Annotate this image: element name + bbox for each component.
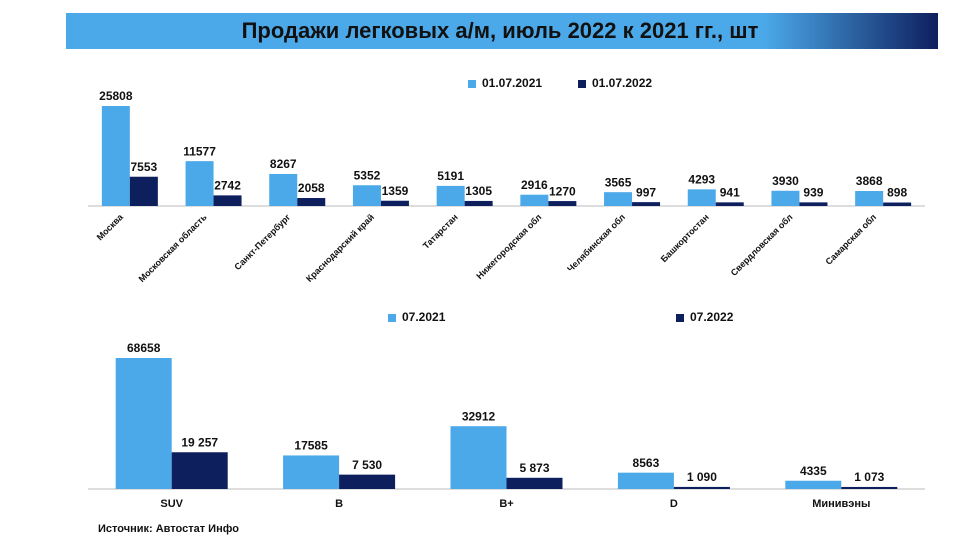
x-tick-label: Минивэны <box>812 498 870 510</box>
x-tick-label: Самарская обл <box>823 212 878 267</box>
bar <box>883 202 912 206</box>
value-label: 898 <box>887 186 907 200</box>
bar <box>436 185 465 206</box>
value-label: 939 <box>803 186 823 200</box>
legend-label: 01.07.2021 <box>482 76 542 90</box>
bar <box>548 201 577 206</box>
bar <box>785 480 842 489</box>
x-tick-label: B <box>335 498 343 510</box>
legend-label: 01.07.2022 <box>592 76 652 90</box>
bar <box>101 106 130 206</box>
value-label: 7553 <box>130 160 157 174</box>
value-label: 1 073 <box>854 470 884 484</box>
bar <box>799 202 828 206</box>
slide-title: Продажи легковых а/м, июль 2022 к 2021 г… <box>242 18 759 43</box>
x-tick-label: Московская область <box>137 212 209 284</box>
value-label: 17585 <box>294 439 328 453</box>
value-label: 5352 <box>354 168 381 182</box>
x-tick-label: Москва <box>95 211 126 242</box>
bar <box>380 200 409 206</box>
value-label: 1359 <box>382 184 409 198</box>
value-label: 32912 <box>462 409 496 423</box>
value-label: 5 873 <box>519 461 549 475</box>
value-label: 4335 <box>800 464 827 478</box>
x-tick-label: SUV <box>160 498 183 510</box>
value-label: 2742 <box>214 179 241 193</box>
x-tick-label: Краснодарский край <box>304 212 376 284</box>
value-label: 68658 <box>127 341 161 355</box>
bar <box>339 474 396 489</box>
x-tick-label: B+ <box>499 498 513 510</box>
title-banner <box>66 13 938 49</box>
value-label: 3868 <box>856 174 883 188</box>
legend-label: 07.2022 <box>690 310 734 324</box>
legend-swatch <box>578 80 586 88</box>
bar <box>673 486 730 489</box>
bar <box>269 173 298 206</box>
value-label: 19 257 <box>181 435 218 449</box>
value-label: 3930 <box>772 174 799 188</box>
value-label: 8563 <box>633 456 660 470</box>
x-tick-label: Санкт-Петербург <box>232 212 292 272</box>
value-label: 25808 <box>99 89 133 103</box>
bar <box>771 190 800 206</box>
value-label: 2058 <box>298 181 325 195</box>
bar <box>617 472 674 489</box>
value-label: 3565 <box>605 175 632 189</box>
value-label: 1 090 <box>687 470 717 484</box>
bar <box>464 200 493 206</box>
bar <box>171 452 228 489</box>
value-label: 1305 <box>465 184 492 198</box>
x-tick-label: Нижегородская обл <box>474 212 543 281</box>
x-tick-label: Челябинская обл <box>565 212 627 274</box>
x-tick-label: Татарстан <box>421 212 460 251</box>
legend-label: 07.2021 <box>402 310 446 324</box>
value-label: 997 <box>636 185 656 199</box>
bar <box>185 161 214 206</box>
value-label: 5191 <box>437 169 464 183</box>
source: Источник: Автостат Инфо <box>98 523 239 535</box>
bar <box>213 195 242 206</box>
legend-swatch <box>676 314 684 322</box>
bar <box>115 358 172 489</box>
value-label: 8267 <box>270 157 297 171</box>
legend-swatch <box>388 314 396 322</box>
value-label: 1270 <box>549 184 576 198</box>
bar <box>506 477 563 489</box>
legend-swatch <box>468 80 476 88</box>
bar <box>687 189 716 206</box>
bar <box>632 202 661 206</box>
value-label: 7 530 <box>352 458 382 472</box>
value-label: 4293 <box>688 173 715 187</box>
value-label: 2916 <box>521 178 548 192</box>
x-tick-label: D <box>670 498 678 510</box>
bar <box>841 486 898 489</box>
value-label: 941 <box>720 186 740 200</box>
x-tick-label: Башкортостан <box>659 212 711 264</box>
bar <box>129 176 158 206</box>
bar <box>450 426 507 489</box>
bar <box>520 194 549 206</box>
value-label: 11577 <box>183 144 216 158</box>
bar <box>855 191 884 206</box>
bar <box>352 185 381 206</box>
bar <box>604 192 633 206</box>
bar <box>297 198 326 206</box>
bar <box>283 455 340 489</box>
bar <box>715 202 744 206</box>
x-tick-label: Свердловская обл <box>729 212 795 278</box>
